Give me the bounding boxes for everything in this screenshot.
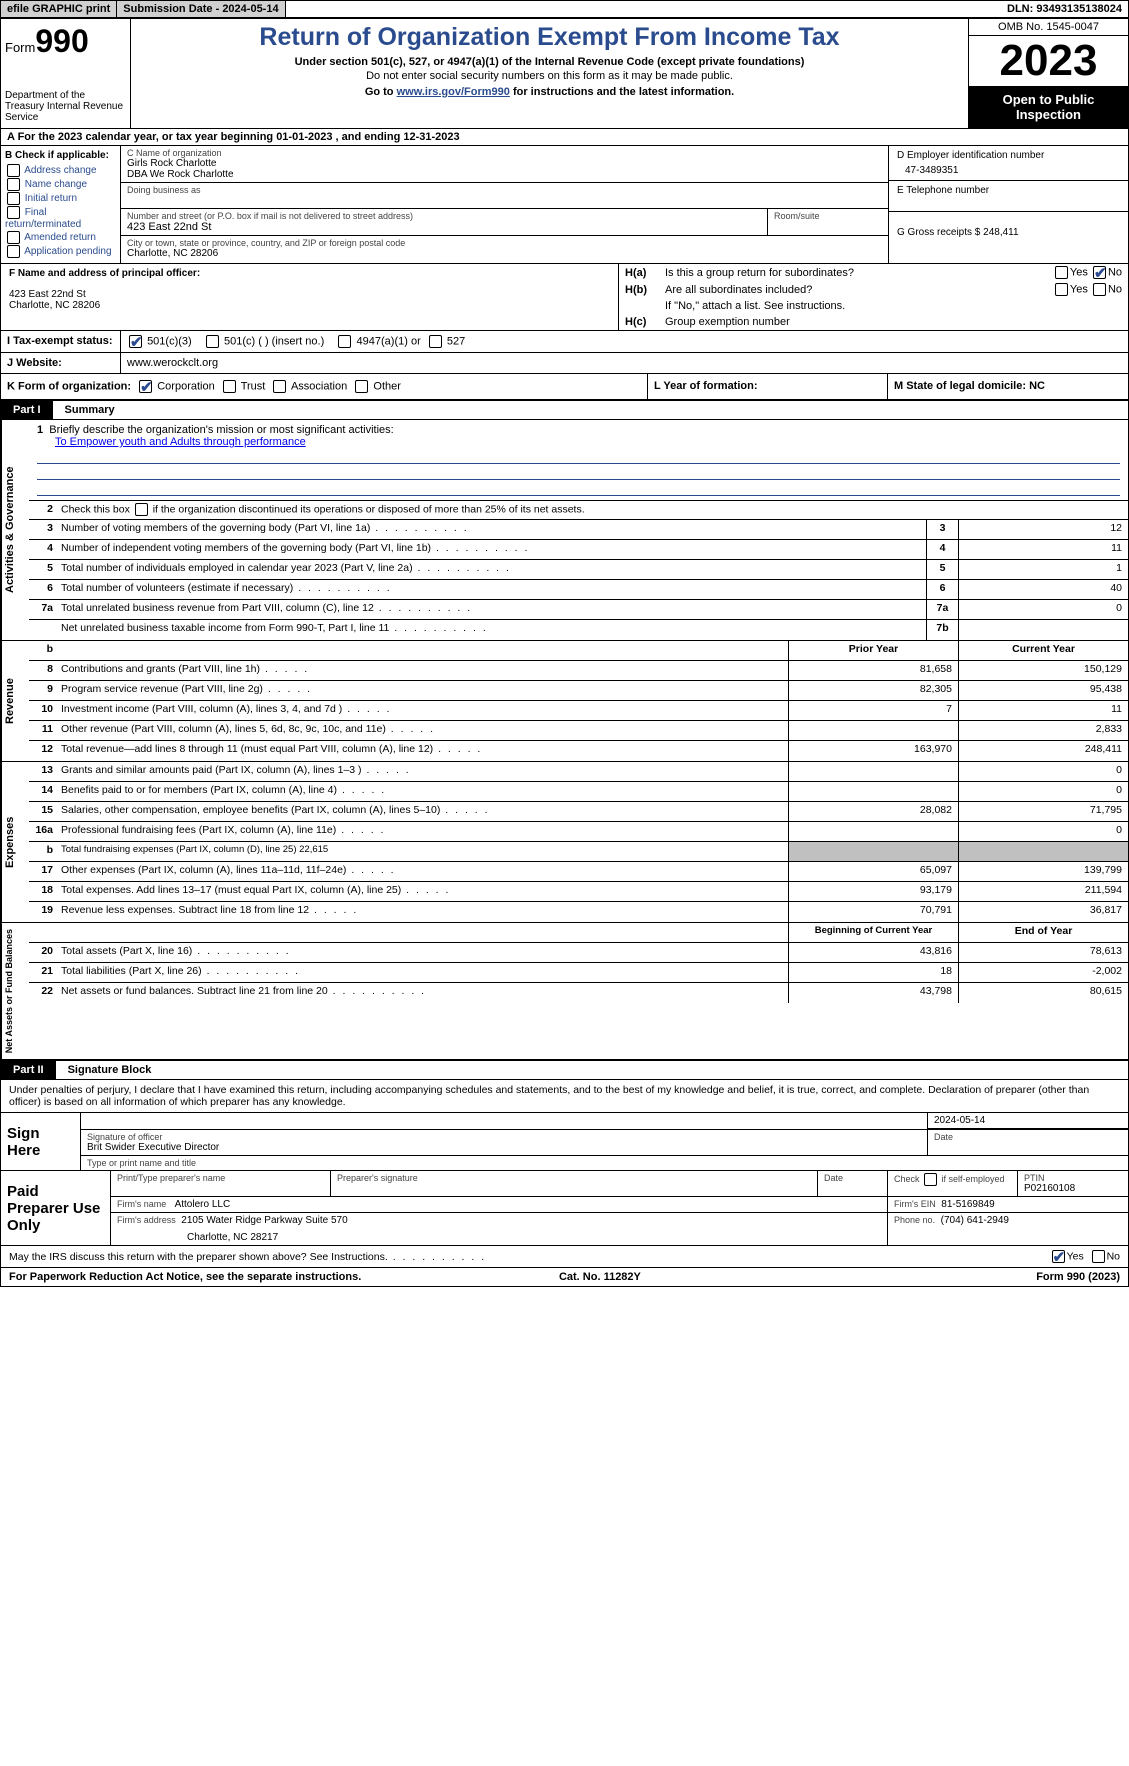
firm-addr2: Charlotte, NC 28217	[117, 1232, 881, 1243]
omb: OMB No. 1545-0047	[969, 19, 1128, 36]
firm-ein: 81-5169849	[941, 1199, 994, 1210]
cb-assoc[interactable]	[273, 380, 286, 393]
cb-final-return[interactable]: Final return/terminated	[5, 206, 116, 230]
col-d: D Employer identification number47-34893…	[888, 146, 1128, 263]
cb-501c3[interactable]	[129, 335, 142, 348]
col-c: C Name of organization Girls Rock Charlo…	[121, 146, 888, 263]
row-a: A For the 2023 calendar year, or tax yea…	[0, 129, 1129, 146]
topbar: efile GRAPHIC print Submission Date - 20…	[0, 0, 1129, 18]
officer-name: Brit Swider Executive Director	[87, 1142, 921, 1153]
mission-link[interactable]: To Empower youth and Adults through perf…	[55, 436, 306, 448]
irs-link[interactable]: www.irs.gov/Form990	[397, 86, 510, 98]
dln: DLN: 93493135138024	[1001, 1, 1128, 17]
form-label: Form	[5, 40, 35, 55]
firm-addr1: 2105 Water Ridge Parkway Suite 570	[181, 1215, 347, 1226]
discuss-no[interactable]	[1092, 1250, 1105, 1263]
org-name1: Girls Rock Charlotte	[127, 158, 882, 169]
cb-name-change[interactable]: Name change	[5, 178, 116, 191]
ein: 47-3489351	[897, 165, 1120, 176]
ha-yes[interactable]	[1055, 266, 1068, 279]
tax-year: 2023	[969, 36, 1128, 86]
subdate-btn[interactable]: Submission Date - 2024-05-14	[117, 1, 285, 17]
ssn-note: Do not enter social security numbers on …	[137, 70, 962, 82]
form-header: Form990 Department of the Treasury Inter…	[0, 18, 1129, 129]
row-j: J Website: www.werockclt.org	[0, 353, 1129, 374]
sig-date: 2024-05-14	[928, 1113, 1128, 1129]
form-number: 990	[35, 23, 88, 59]
cb-527[interactable]	[429, 335, 442, 348]
cb-amended[interactable]: Amended return	[5, 231, 116, 244]
hb-no[interactable]	[1093, 283, 1106, 296]
firm-phone: (704) 641-2949	[941, 1215, 1009, 1226]
expenses-section: Expenses 13Grants and similar amounts pa…	[0, 762, 1129, 923]
cb-other[interactable]	[355, 380, 368, 393]
cb-corp[interactable]	[139, 380, 152, 393]
footer: For Paperwork Reduction Act Notice, see …	[0, 1268, 1129, 1287]
hb-yes[interactable]	[1055, 283, 1068, 296]
section-bcd: B Check if applicable: Address change Na…	[0, 146, 1129, 264]
section-fh: F Name and address of principal officer:…	[0, 264, 1129, 331]
signature-block: Under penalties of perjury, I declare th…	[0, 1080, 1129, 1268]
revenue-section: Revenue b Prior Year Current Year 8Contr…	[0, 641, 1129, 762]
instructions-link: Go to www.irs.gov/Form990 for instructio…	[137, 86, 962, 98]
row-klm: K Form of organization: Corporation Trus…	[0, 374, 1129, 400]
cb-trust[interactable]	[223, 380, 236, 393]
return-sub: Under section 501(c), 527, or 4947(a)(1)…	[137, 56, 962, 68]
cb-self-emp[interactable]	[924, 1173, 937, 1186]
officer-addr1: 423 East 22nd St	[9, 289, 610, 300]
cb-4947[interactable]	[338, 335, 351, 348]
dept: Department of the Treasury Internal Reve…	[5, 90, 126, 123]
col-b: B Check if applicable: Address change Na…	[1, 146, 121, 263]
cb-app-pending[interactable]: Application pending	[5, 245, 116, 258]
website: www.werockclt.org	[121, 353, 1128, 373]
street: 423 East 22nd St	[127, 221, 761, 233]
cb-initial-return[interactable]: Initial return	[5, 192, 116, 205]
firm-name: Attolero LLC	[175, 1199, 231, 1210]
ptin: P02160108	[1024, 1183, 1122, 1194]
discuss-yes[interactable]	[1052, 1250, 1065, 1263]
return-title: Return of Organization Exempt From Incom…	[137, 23, 962, 52]
net-assets-section: Net Assets or Fund Balances Beginning of…	[0, 923, 1129, 1060]
org-name2: DBA We Rock Charlotte	[127, 169, 882, 180]
cb-501c[interactable]	[206, 335, 219, 348]
efile-btn[interactable]: efile GRAPHIC print	[1, 1, 117, 17]
cb-address-change[interactable]: Address change	[5, 164, 116, 177]
gross-receipts: G Gross receipts $ 248,411	[897, 227, 1120, 238]
officer-addr2: Charlotte, NC 28206	[9, 300, 610, 311]
city: Charlotte, NC 28206	[127, 248, 882, 259]
cb-discontinued[interactable]	[135, 503, 148, 516]
part1-header: Part I Summary	[0, 400, 1129, 420]
part2-header: Part II Signature Block	[0, 1060, 1129, 1080]
ha-no[interactable]	[1093, 266, 1106, 279]
activities-governance: Activities & Governance 1 Briefly descri…	[0, 420, 1129, 641]
open-inspection: Open to Public Inspection	[969, 86, 1128, 128]
row-i: I Tax-exempt status: 501(c)(3) 501(c) ( …	[0, 331, 1129, 353]
